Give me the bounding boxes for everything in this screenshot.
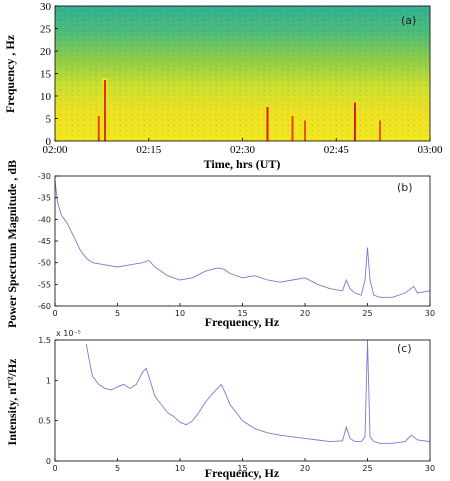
b-xtick-label-1: 5 <box>115 309 120 318</box>
panel-c-y-multiplier: x 10⁻⁵ <box>56 329 81 338</box>
c-xtick-label-4: 20 <box>300 464 310 473</box>
c-ytick-label-2: 1 <box>46 376 51 385</box>
a-xtick-label-2: 02:30 <box>230 144 256 156</box>
b-ytick-label-2: -40 <box>38 215 51 224</box>
b-ytick-label-4: -50 <box>38 259 51 268</box>
panel-b-power-spectrum: 0 5 10 15 20 25 30 -30 -35 -40 -45 -50 -55 -60 (b) F… <box>5 160 435 329</box>
c-xtick-label-6: 30 <box>425 464 435 473</box>
c-xtick-label-5: 25 <box>362 464 372 473</box>
panel-b-x-ticks: 0 5 10 15 20 25 30 <box>52 303 435 318</box>
b-xtick-label-5: 25 <box>362 309 372 318</box>
a-ytick-label-4: 20 <box>40 46 52 58</box>
panel-a-label: (a) <box>401 14 416 27</box>
a-ytick-label-2: 10 <box>40 91 52 103</box>
c-xtick-label-2: 10 <box>175 464 185 473</box>
b-xtick-label-2: 10 <box>175 309 185 318</box>
a-ytick-label-0: 0 <box>46 136 52 148</box>
panel-b-series <box>54 180 431 298</box>
b-ytick-label-3: -45 <box>38 237 51 246</box>
spectrogram-spikes <box>95 78 383 141</box>
c-ytick-label-3: 1.5 <box>38 336 51 345</box>
panel-b-background <box>55 176 430 306</box>
panel-a-spectrogram: 02:00 02:15 02:30 02:45 03:00 0 5 10 15 20 25 30 (… <box>3 1 443 171</box>
spike-5 <box>354 102 356 141</box>
panel-a-x-ticks: 02:00 02:15 02:30 02:45 03:00 <box>42 138 443 156</box>
panel-c-intensity: 0 5 10 15 20 25 30 0 0.5 1 1.5 x 10⁻⁵ (c) Frequen… <box>5 329 435 480</box>
panel-c-background <box>55 340 430 461</box>
c-series-line-0 <box>85 339 431 444</box>
panel-b-label: (b) <box>397 181 413 194</box>
c-ytick-label-0: 0 <box>46 457 51 466</box>
a-ytick-label-6: 30 <box>40 1 52 13</box>
panel-a-ylabel: Frequency , Hz <box>3 34 17 113</box>
spike-4 <box>304 120 306 141</box>
panel-b-xlabel: Frequency, Hz <box>205 315 280 329</box>
panel-b-y-ticks: -30 -35 -40 -45 -50 -55 -60 <box>38 172 58 311</box>
c-xtick-label-3: 15 <box>237 464 247 473</box>
b-xtick-label-3: 15 <box>237 309 247 318</box>
b-ytick-label-1: -35 <box>38 194 51 203</box>
b-xtick-label-6: 30 <box>425 309 435 318</box>
b-ytick-label-5: -55 <box>38 280 51 289</box>
a-xtick-label-4: 03:00 <box>417 144 443 156</box>
spike-3 <box>291 116 294 141</box>
panel-c-series <box>85 339 431 444</box>
spike-1 <box>97 116 100 141</box>
panel-c-x-ticks: 0 5 10 15 20 25 30 <box>52 458 435 473</box>
c-xtick-label-1: 5 <box>115 464 120 473</box>
b-ytick-label-6: -60 <box>38 302 51 311</box>
panel-c-y-ticks: 0 0.5 1 1.5 <box>38 336 58 466</box>
panel-a-xlabel: Time, hrs (UT) <box>204 157 281 171</box>
panel-b-ylabel: Power Spectrum Magnitude , dB <box>5 160 19 328</box>
b-xtick-label-0: 0 <box>52 309 57 318</box>
panel-c-ylabel: Intensity, nT²/Hz <box>5 358 19 446</box>
a-xtick-label-3: 02:45 <box>324 144 350 156</box>
a-ytick-label-3: 15 <box>40 69 52 81</box>
a-ytick-label-5: 25 <box>40 24 52 36</box>
panel-c-xlabel: Frequency, Hz <box>205 466 280 480</box>
a-ytick-label-1: 5 <box>46 114 52 126</box>
panel-a-y-ticks: 0 5 10 15 20 25 30 <box>40 1 58 148</box>
a-xtick-label-1: 02:15 <box>136 144 162 156</box>
b-ytick-label-0: -30 <box>38 172 51 181</box>
spectrogram-noise <box>55 6 430 141</box>
spike-6 <box>379 120 381 141</box>
spike-2 <box>266 107 269 141</box>
b-series-line-0 <box>54 180 431 298</box>
a-xtick-label-0: 02:00 <box>42 144 68 156</box>
c-xtick-label-0: 0 <box>52 464 57 473</box>
spike-0 <box>104 80 106 141</box>
panel-c-label: (c) <box>397 342 412 355</box>
b-xtick-label-4: 20 <box>300 309 310 318</box>
c-ytick-label-1: 0.5 <box>38 417 51 426</box>
